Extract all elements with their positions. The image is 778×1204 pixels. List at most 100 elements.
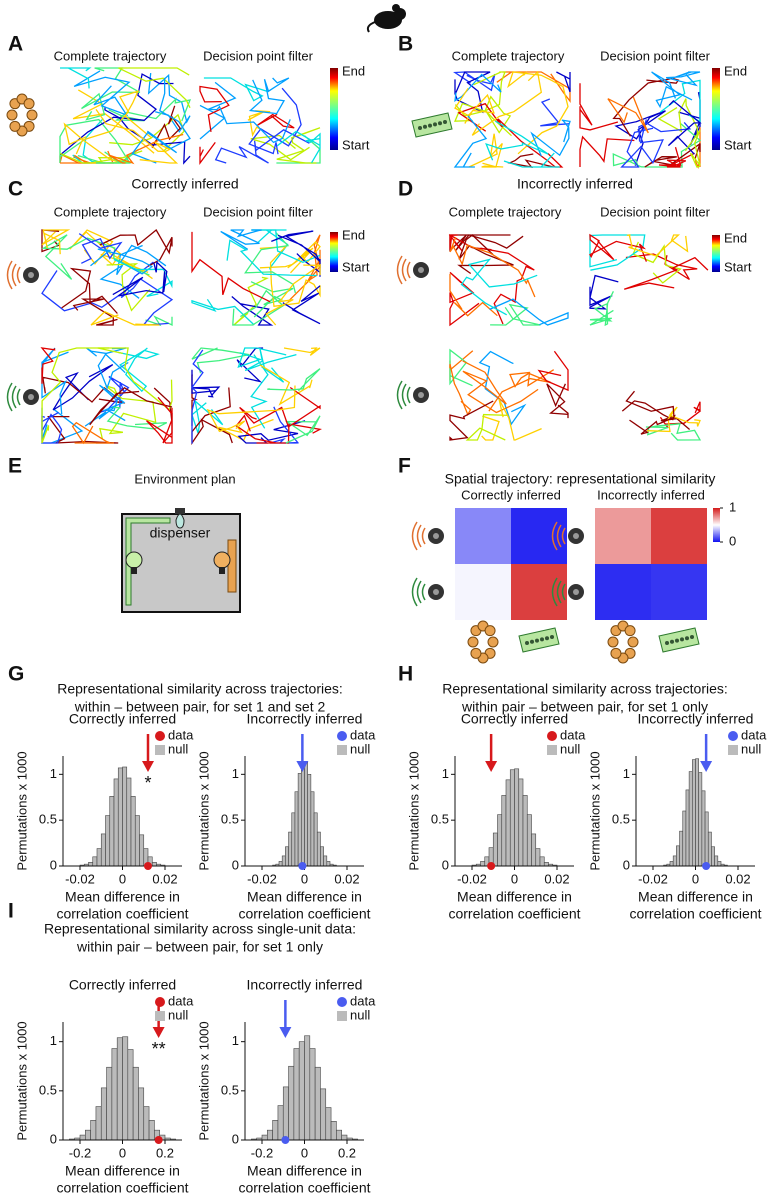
data-point [281,1136,290,1144]
trajectory [208,105,291,144]
y-tick-label: 0 [442,857,449,872]
hist-bar [336,1129,342,1141]
trajectory [146,396,173,444]
trajectory [454,73,502,102]
trajectory [623,256,709,290]
trajectory [117,347,160,393]
trajectory [233,276,269,326]
y-tick-label: 0.5 [612,812,630,827]
label: Representational similarity across traje… [442,681,728,697]
heatmap-cell [651,564,707,620]
hist-bar [701,790,706,867]
trajectory [214,129,310,164]
hist-bar [676,845,680,867]
speaker-icon [416,524,422,548]
trajectory [449,348,473,387]
trajectory [625,390,675,435]
hist-bar [288,1065,295,1141]
hist-bar [109,796,115,867]
speaker-icon [421,583,426,601]
ring-icon [484,625,496,637]
label: Environment plan [134,471,235,486]
trajectory [460,258,538,316]
hist-bar [688,771,693,867]
legend-label: null [350,1007,370,1022]
hist-bar [90,1120,97,1141]
trajectory [41,234,150,280]
trajectory [453,115,488,168]
trajectory [84,384,126,427]
label: Complete trajectory [54,48,167,63]
heatmap-cell [511,564,567,620]
card-icon [418,126,422,130]
trajectory [244,347,297,383]
data-arrow-head [296,761,309,772]
trajectory [60,150,114,164]
x-tick-label: -0.2 [69,1145,91,1160]
trajectory [265,263,321,326]
trajectory [507,71,569,155]
card-icon [675,638,679,643]
panel-label: B [398,33,413,56]
legend-label: null [560,741,580,756]
x-tick-label: 0.02 [334,871,359,886]
y-tick-label: 1 [232,1033,239,1048]
trajectory [546,383,569,419]
trajectory [206,385,296,433]
speaker-icon [16,266,21,284]
trajectory [626,234,689,257]
speaker-icon [433,533,439,539]
trajectory [449,273,498,317]
card-icon [680,637,684,642]
trajectory [612,77,680,137]
speaker-icon [433,589,439,595]
label: Representational similarity across singl… [44,921,356,937]
y-axis-label: Permutations x 1000 [14,751,29,870]
x-axis-label: Mean difference in [457,889,572,905]
heatmap-cell [651,508,707,564]
speaker-icon [418,392,424,398]
card-icon [665,641,669,645]
trajectory [449,236,536,298]
hist-bar [261,1134,268,1141]
speaker-icon [551,521,558,551]
trajectory [203,77,269,102]
ring-icon [624,625,636,637]
hist-bar [139,834,145,867]
colorbar-label: Start [724,259,752,274]
label: within – between pair, for set 1 and set… [74,699,326,715]
panel-label: A [8,33,23,56]
trajectory [78,233,123,264]
legend-label: data [350,993,376,1008]
hist-bar [310,791,315,867]
label: within pair – between pair, for set 1 on… [461,699,708,715]
hist-bar [281,855,286,867]
hist-bar [111,1048,118,1141]
hist-bar [100,833,106,867]
condition-title: Incorrectly inferred [517,176,633,192]
mouse-icon [392,4,400,12]
label: Spatial trajectory: representational sim… [445,471,716,487]
hist-bar [518,778,524,867]
trajectory [41,229,71,255]
x-tick-label: 0 [301,871,308,886]
trajectory [471,70,543,136]
card-icon [540,637,544,642]
trajectory [118,67,191,109]
trajectory [667,100,702,155]
speaker-icon [411,577,418,607]
trajectory [60,67,92,89]
trajectory [284,415,321,444]
data-arrow-head [142,761,154,772]
legend-label: null [350,741,370,756]
y-tick-label: 1 [232,766,239,781]
hist-bar [682,810,687,867]
trajectory [657,98,698,136]
trajectory [250,134,310,161]
x-axis-label: correlation coefficient [629,906,761,922]
trajectory [250,281,294,318]
hist-bar [117,767,123,867]
card-icon [670,639,674,644]
hist-bar [704,811,709,867]
trajectory [89,386,173,426]
